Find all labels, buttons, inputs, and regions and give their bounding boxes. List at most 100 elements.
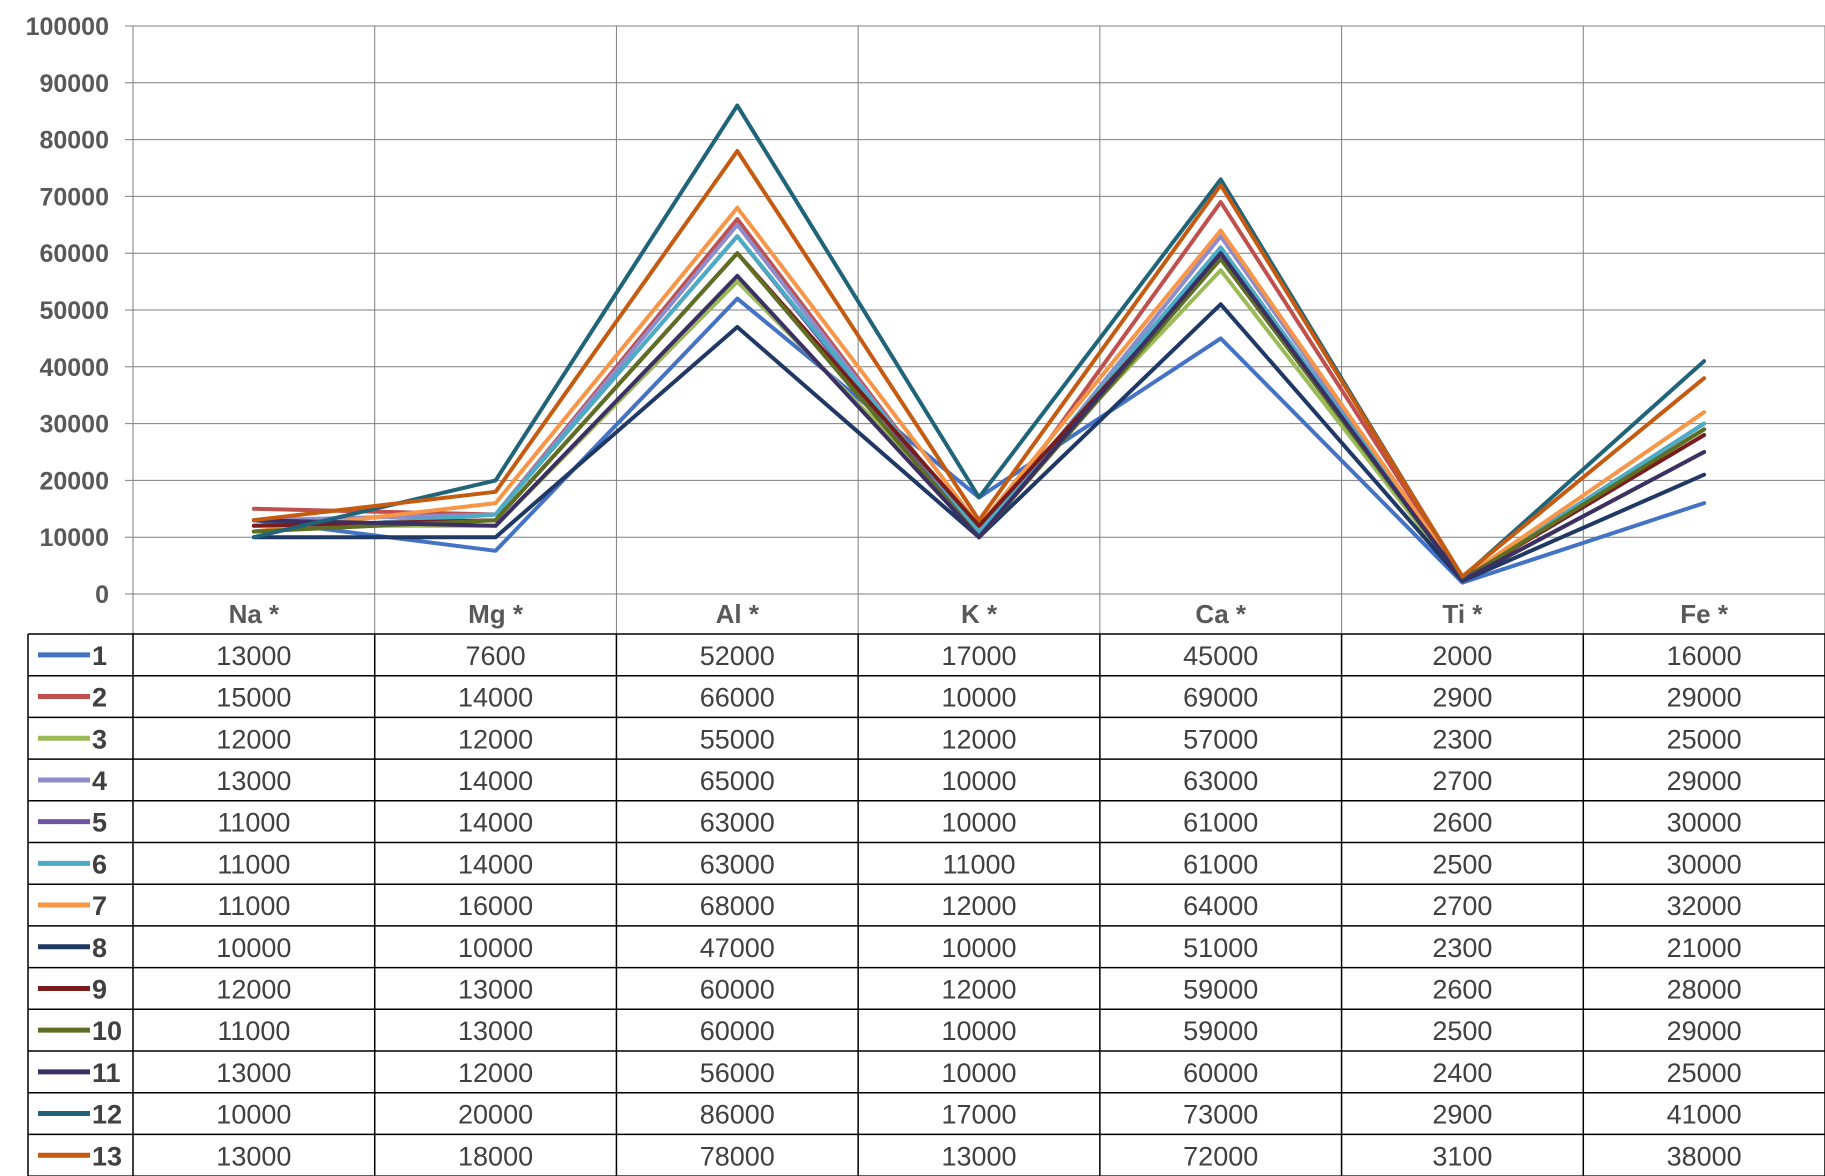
table-cell-value: 25000 <box>1667 724 1742 754</box>
table-cell-value: 29000 <box>1667 1016 1742 1046</box>
table-cell-value: 13000 <box>216 766 291 796</box>
table-cell-value: 20000 <box>458 1100 533 1130</box>
table-cell-value: 2600 <box>1432 974 1492 1004</box>
table-cell-value: 10000 <box>458 933 533 963</box>
table-cell-value: 12000 <box>458 724 533 754</box>
table-cell-value: 10000 <box>941 766 1016 796</box>
table-cell-value: 28000 <box>1667 974 1742 1004</box>
table-cell-value: 61000 <box>1183 849 1258 879</box>
series-line-13 <box>251 149 1707 579</box>
table-cell-value: 11000 <box>217 849 290 879</box>
series-name-label: 6 <box>92 849 107 879</box>
series-line-6 <box>251 234 1707 582</box>
y-axis: 0 10000 20000 30000 40000 50000 60000 70000 8000… <box>26 13 109 609</box>
table-cell-value: 2600 <box>1432 808 1492 838</box>
table-cell-value: 12000 <box>941 724 1016 754</box>
table-cell-value: 2700 <box>1432 766 1492 796</box>
table-cell-value: 29000 <box>1667 683 1742 713</box>
table-cell-value: 73000 <box>1183 1100 1258 1130</box>
table-cell-value: 3100 <box>1432 1141 1492 1171</box>
series-name-label: 1 <box>92 641 107 671</box>
table-cell-value: 2500 <box>1432 849 1492 879</box>
table-cell-value: 13000 <box>941 1141 1016 1171</box>
series-name-label: 4 <box>92 766 107 796</box>
table-cell-value: 13000 <box>216 1141 291 1171</box>
table-cell-value: 12000 <box>941 974 1016 1004</box>
table-cell-value: 56000 <box>700 1058 775 1088</box>
table-cell-value: 68000 <box>700 891 775 921</box>
x-category-label: K * <box>961 599 998 629</box>
table-cell-value: 63000 <box>1183 766 1258 796</box>
table-cell-value: 45000 <box>1183 641 1258 671</box>
table-cell-value: 2300 <box>1432 724 1492 754</box>
table-cell-value: 2000 <box>1432 641 1492 671</box>
x-category-label: Ti * <box>1442 599 1483 629</box>
table-cell-value: 17000 <box>941 1100 1016 1130</box>
table-cell-value: 18000 <box>458 1141 533 1171</box>
table-cell-value: 14000 <box>458 683 533 713</box>
table-cell-value: 13000 <box>216 1058 291 1088</box>
series-line-11 <box>251 251 1707 583</box>
table-cell-value: 12000 <box>458 1058 533 1088</box>
table-cell-value: 60000 <box>700 974 775 1004</box>
table-cell-value: 7600 <box>466 641 526 671</box>
table-cell-value: 10000 <box>941 1016 1016 1046</box>
table-cell-value: 13000 <box>458 1016 533 1046</box>
table-cell-value: 63000 <box>700 808 775 838</box>
x-category-label: Al * <box>716 599 760 629</box>
table-cell-value: 11000 <box>217 808 290 838</box>
table-cell-value: 38000 <box>1667 1141 1742 1171</box>
table-cell-value: 11000 <box>217 1016 290 1046</box>
table-cell-value: 60000 <box>700 1016 775 1046</box>
series-name-label: 10 <box>92 1016 122 1046</box>
y-tick-label: 0 <box>95 581 109 609</box>
table-cell-value: 59000 <box>1183 1016 1258 1046</box>
table-cell-value: 10000 <box>216 1100 291 1130</box>
y-tick-label: 40000 <box>39 354 109 382</box>
table-cell-value: 47000 <box>700 933 775 963</box>
series-name-label: 2 <box>92 683 107 713</box>
table-cell-value: 29000 <box>1667 766 1742 796</box>
table-cell-value: 10000 <box>941 1058 1016 1088</box>
table-cell-value: 41000 <box>1667 1100 1742 1130</box>
data-table: Na * Mg * Al * K * Ca * Ti * Fe * 1 13000 7600 5 20… <box>27 599 1825 1176</box>
table-cell-value: 66000 <box>700 683 775 713</box>
series-name-label: 7 <box>92 891 107 921</box>
table-cell-value: 2700 <box>1432 891 1492 921</box>
table-cell-value: 86000 <box>700 1100 775 1130</box>
x-category-label: Fe * <box>1680 599 1729 629</box>
chart-grid <box>125 25 1825 634</box>
x-category-label: Na * <box>229 599 280 629</box>
series-name-label: 9 <box>92 974 107 1004</box>
y-tick-label: 50000 <box>39 297 109 325</box>
x-category-label: Ca * <box>1195 599 1246 629</box>
y-tick-label: 80000 <box>39 127 109 155</box>
table-cell-value: 59000 <box>1183 974 1258 1004</box>
table-cell-value: 10000 <box>941 933 1016 963</box>
series-line-8 <box>251 302 1707 583</box>
table-cell-value: 14000 <box>458 849 533 879</box>
table-cell-value: 15000 <box>216 683 291 713</box>
y-tick-label: 30000 <box>39 411 109 439</box>
series-name-label: 13 <box>92 1141 122 1171</box>
table-cell-value: 30000 <box>1667 849 1742 879</box>
table-cell-value: 10000 <box>941 808 1016 838</box>
x-category-label: Mg * <box>468 599 524 629</box>
y-tick-label: 20000 <box>39 467 109 495</box>
table-cell-value: 12000 <box>941 891 1016 921</box>
table-cell-value: 30000 <box>1667 808 1742 838</box>
series-name-label: 3 <box>92 724 107 754</box>
table-cell-value: 13000 <box>458 974 533 1004</box>
series-name-label: 5 <box>92 808 107 838</box>
series-line-1 <box>251 296 1707 585</box>
table-cell-value: 16000 <box>458 891 533 921</box>
table-cell-value: 32000 <box>1667 891 1742 921</box>
table-cell-value: 14000 <box>458 766 533 796</box>
table-cell-value: 2400 <box>1432 1058 1492 1088</box>
table-cell-value: 13000 <box>216 641 291 671</box>
table-cell-value: 11000 <box>217 891 290 921</box>
table-cell-value: 61000 <box>1183 808 1258 838</box>
table-cell-value: 63000 <box>700 849 775 879</box>
table-cell-value: 21000 <box>1667 933 1742 963</box>
